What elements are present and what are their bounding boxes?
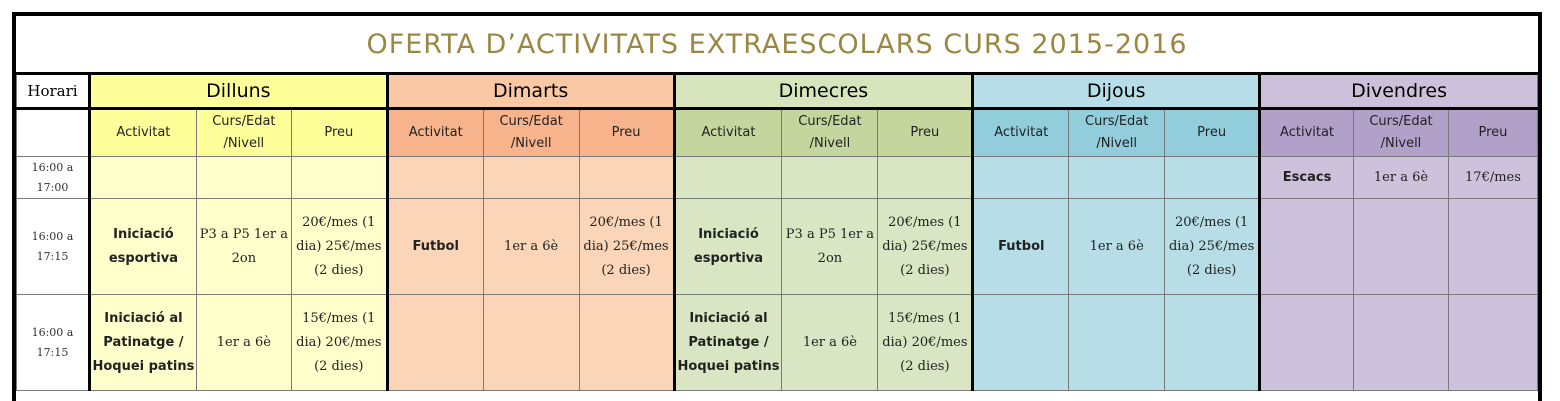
subheader-preu: Preu — [1447, 108, 1538, 157]
subheader-preu: Preu — [290, 108, 388, 157]
activity-cell: Iniciació esportiva — [87, 198, 197, 295]
schedule-table: Horari Dilluns Dimarts Dimecres Dijous D… — [16, 72, 1538, 391]
cell — [195, 156, 292, 199]
activity-cell: Escacs — [1258, 156, 1355, 199]
empty-cell — [16, 108, 90, 157]
cell — [482, 156, 580, 199]
cell — [385, 156, 484, 199]
activity-cell: Iniciació esportiva — [672, 198, 783, 295]
spreadsheet: OFERTA D’ACTIVITATS EXTRAESCOLARS CURS 2… — [12, 12, 1542, 401]
cell — [1164, 156, 1261, 199]
preu-cell: 15€/mes (1 dia) 20€/mes (2 dies) — [877, 294, 974, 391]
subheader-activitat: Activitat — [1258, 108, 1355, 157]
cell — [1353, 294, 1449, 391]
preu-cell: 20€/mes (1 dia) 25€/mes (2 dies) — [1164, 198, 1261, 295]
cell — [385, 294, 484, 391]
subheader-preu: Preu — [1164, 108, 1261, 157]
subheader-curs: Curs/Edat /Nivell — [781, 108, 879, 157]
cell — [672, 156, 783, 199]
day-header-row: Horari Dilluns Dimarts Dimecres Dijous D… — [16, 72, 1538, 110]
activity-cell: Iniciació al Patinatge / Hoquei patins — [87, 294, 197, 391]
subheader-curs: Curs/Edat /Nivell — [195, 108, 292, 157]
curs-cell: 1er a 6è — [482, 198, 580, 295]
preu-cell: 15€/mes (1 dia) 20€/mes (2 dies) — [290, 294, 388, 391]
time-slot: 16:00 a 17:00 — [16, 156, 90, 199]
curs-cell: P3 a P5 1er a 2on — [781, 198, 879, 295]
cell — [781, 156, 879, 199]
subheader-activitat: Activitat — [672, 108, 783, 157]
horari-header: Horari — [16, 72, 90, 110]
subheader-preu: Preu — [578, 108, 675, 157]
curs-cell: 1er a 6è — [1353, 156, 1449, 199]
day-header-dimecres: Dimecres — [672, 72, 974, 110]
cell — [482, 294, 580, 391]
cell — [877, 156, 974, 199]
day-header-dijous: Dijous — [971, 72, 1261, 110]
activity-cell: Iniciació al Patinatge / Hoquei patins — [672, 294, 783, 391]
table-row: 16:00 a 17:15 Iniciació al Patinatge / H… — [16, 294, 1538, 391]
table-row: 16:00 a 17:15 Iniciació esportiva P3 a P… — [16, 198, 1538, 295]
subheader-activitat: Activitat — [971, 108, 1070, 157]
preu-cell: 20€/mes (1 dia) 25€/mes (2 dies) — [578, 198, 675, 295]
cell — [1258, 294, 1355, 391]
preu-cell: 20€/mes (1 dia) 25€/mes (2 dies) — [877, 198, 974, 295]
curs-cell: P3 a P5 1er a 2on — [195, 198, 292, 295]
subheader-activitat: Activitat — [87, 108, 197, 157]
cell — [1447, 198, 1538, 295]
preu-cell: 17€/mes — [1447, 156, 1538, 199]
curs-cell: 1er a 6è — [1068, 198, 1166, 295]
time-slot: 16:00 a 17:15 — [16, 294, 90, 391]
subheader-curs: Curs/Edat /Nivell — [482, 108, 580, 157]
subheader-row: Activitat Curs/Edat /Nivell Preu Activit… — [16, 108, 1538, 157]
curs-cell: 1er a 6è — [781, 294, 879, 391]
subheader-curs: Curs/Edat /Nivell — [1068, 108, 1166, 157]
cell — [1447, 294, 1538, 391]
activity-cell: Futbol — [385, 198, 484, 295]
cell — [1068, 156, 1166, 199]
cell — [87, 156, 197, 199]
cell — [578, 156, 675, 199]
day-header-divendres: Divendres — [1258, 72, 1538, 110]
cell — [1068, 294, 1166, 391]
day-header-dilluns: Dilluns — [87, 72, 388, 110]
day-header-dimarts: Dimarts — [385, 72, 675, 110]
table-row: 16:00 a 17:00 Escacs 1er a 6è 17€/mes — [16, 156, 1538, 199]
cell — [971, 156, 1070, 199]
activity-cell: Futbol — [971, 198, 1070, 295]
subheader-activitat: Activitat — [385, 108, 484, 157]
subheader-curs: Curs/Edat /Nivell — [1353, 108, 1449, 157]
cell — [1258, 198, 1355, 295]
cell — [578, 294, 675, 391]
cell — [290, 156, 388, 199]
cell — [971, 294, 1070, 391]
curs-cell: 1er a 6è — [195, 294, 292, 391]
cell — [1164, 294, 1261, 391]
page-title: OFERTA D’ACTIVITATS EXTRAESCOLARS CURS 2… — [366, 28, 1188, 60]
time-slot: 16:00 a 17:15 — [16, 198, 90, 295]
cell — [1353, 198, 1449, 295]
preu-cell: 20€/mes (1 dia) 25€/mes (2 dies) — [290, 198, 388, 295]
subheader-preu: Preu — [877, 108, 974, 157]
